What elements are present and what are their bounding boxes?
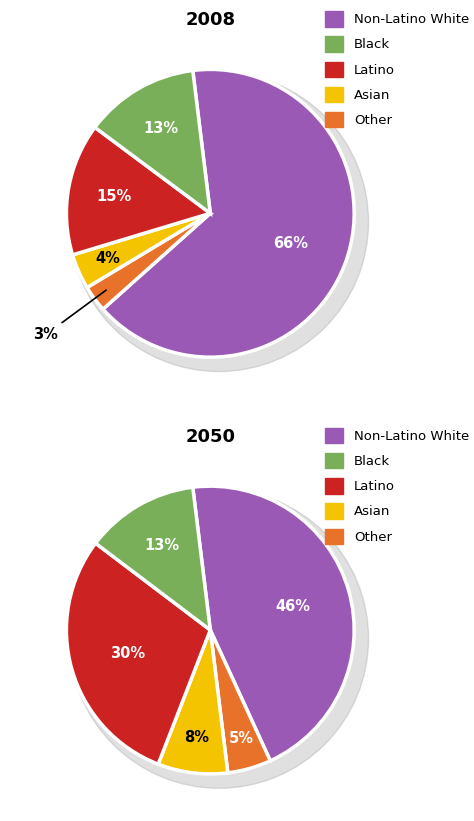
Title: 2050: 2050 (185, 428, 235, 446)
Ellipse shape (69, 72, 369, 372)
Legend: Non-Latino White, Black, Latino, Asian, Other: Non-Latino White, Black, Latino, Asian, … (325, 11, 469, 127)
Text: 13%: 13% (144, 122, 179, 136)
Wedge shape (73, 213, 210, 287)
Wedge shape (95, 71, 210, 213)
Wedge shape (66, 544, 210, 764)
Text: 66%: 66% (273, 236, 309, 251)
Wedge shape (193, 486, 354, 761)
Wedge shape (103, 70, 354, 357)
Text: 30%: 30% (109, 646, 145, 661)
Wedge shape (210, 630, 270, 773)
Legend: Non-Latino White, Black, Latino, Asian, Other: Non-Latino White, Black, Latino, Asian, … (325, 428, 469, 544)
Text: 13%: 13% (144, 538, 179, 553)
Text: 8%: 8% (184, 730, 210, 745)
Ellipse shape (69, 489, 369, 788)
Text: 3%: 3% (34, 290, 106, 342)
Text: 5%: 5% (228, 731, 254, 745)
Text: 15%: 15% (96, 189, 132, 204)
Wedge shape (158, 630, 228, 774)
Wedge shape (96, 487, 210, 630)
Title: 2008: 2008 (185, 11, 236, 29)
Text: 4%: 4% (95, 251, 120, 266)
Wedge shape (87, 213, 210, 309)
Text: 46%: 46% (276, 599, 311, 614)
Wedge shape (66, 127, 210, 255)
